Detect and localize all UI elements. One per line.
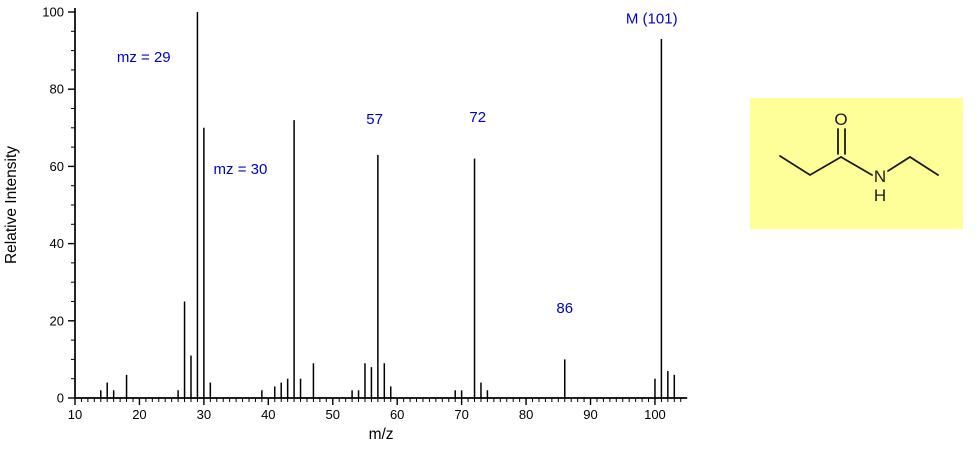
oxygen-atom-label: O	[834, 110, 847, 129]
peak-label: 57	[366, 111, 383, 128]
molecule-structure: O N H	[750, 98, 963, 229]
y-axis-title: Relative Intensity	[3, 146, 20, 264]
y-tick-label: 100	[42, 5, 64, 20]
x-tick-label: 60	[390, 407, 404, 422]
y-tick-label: 80	[50, 82, 64, 97]
ethyl-right-bonds	[887, 155, 939, 176]
x-tick-label: 70	[454, 407, 468, 422]
nitrogen-atom-label: N	[874, 167, 886, 186]
hydrogen-atom-label: H	[874, 186, 886, 205]
peak-label: M (101)	[626, 11, 678, 28]
y-tick-label: 0	[57, 391, 64, 406]
carbon-nitrogen-bond	[840, 156, 873, 176]
x-tick-label: 80	[519, 407, 533, 422]
x-tick-label: 50	[326, 407, 340, 422]
x-axis-title: m/z	[369, 426, 394, 443]
y-tick-label: 20	[50, 313, 64, 328]
structure-background	[750, 98, 963, 229]
y-tick-label: 40	[50, 236, 64, 251]
peak-label: mz = 29	[117, 49, 171, 66]
x-tick-label: 40	[261, 407, 275, 422]
y-tick-label: 60	[50, 159, 64, 174]
bond-lines	[779, 128, 939, 177]
peak-label: mz = 30	[214, 161, 268, 178]
ethyl-left-bonds	[779, 155, 842, 177]
mass-spectrum-chart: 10 20 30 40 50 60 70 80 90 100 0 20 40 60 80 100 mz = 29…	[3, 5, 688, 443]
x-tick-label: 30	[197, 407, 211, 422]
x-tick-label: 10	[68, 407, 82, 422]
peak-label: 86	[556, 300, 573, 317]
x-tick-label: 20	[132, 407, 146, 422]
x-tick-label: 90	[583, 407, 597, 422]
x-tick-label: 100	[644, 407, 666, 422]
peak-label: 72	[469, 109, 486, 126]
